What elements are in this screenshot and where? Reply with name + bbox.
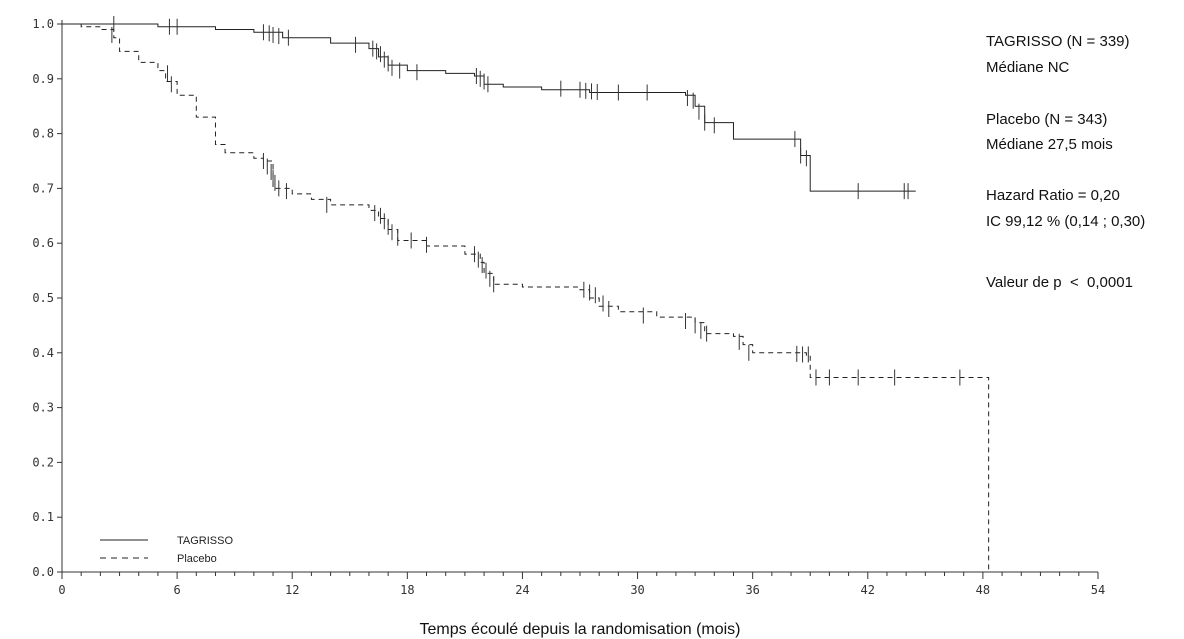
x-tick-label: 12	[285, 583, 299, 597]
legend-label-placebo: Placebo	[177, 553, 217, 565]
x-tick-label: 18	[400, 583, 414, 597]
annotation-tagrisso-n: TAGRISSO (N = 339)	[986, 33, 1130, 50]
x-tick-label: 36	[745, 583, 759, 597]
x-ticks: 0 6 12 18 24 30 36 42 48 54	[58, 572, 1105, 597]
x-tick-label: 6	[173, 583, 180, 597]
y-tick-label: 0.6	[32, 236, 54, 250]
annotation-confidence-interval: IC 99,12 % (0,14 ; 0,30)	[986, 213, 1145, 230]
censor-marks	[111, 16, 961, 386]
x-tick-label: 30	[630, 583, 644, 597]
x-tick-label: 42	[861, 583, 875, 597]
y-tick-label: 0.4	[32, 346, 54, 360]
annotation-tagrisso-median: Médiane NC	[986, 59, 1070, 76]
y-tick-label: 0.2	[32, 455, 54, 469]
series-line-tagrisso	[62, 23, 916, 192]
y-tick-label: 0.7	[32, 181, 54, 195]
legend: TAGRISSO Placebo	[100, 535, 233, 565]
y-tick-label: 0.1	[32, 510, 54, 524]
series-layer	[62, 23, 990, 572]
x-tick-label: 0	[58, 583, 65, 597]
annotation-block: TAGRISSO (N = 339) Médiane NC Placebo (N…	[986, 33, 1145, 291]
y-tick-label: 0.5	[32, 291, 54, 305]
axes	[61, 20, 1098, 573]
series-line-placebo	[62, 23, 990, 572]
x-tick-label: 48	[976, 583, 990, 597]
annotation-hazard-ratio: Hazard Ratio = 0,20	[986, 187, 1120, 204]
y-ticks: 0.0 0.1 0.2 0.3 0.4 0.5 0.6 0.7 0.8 0.9 1.0	[32, 17, 62, 579]
y-tick-label: 0.0	[32, 565, 54, 579]
y-tick-label: 0.8	[32, 127, 54, 141]
y-tick-label: 0.3	[32, 401, 54, 415]
x-tick-label: 54	[1091, 583, 1105, 597]
annotation-placebo-median: Médiane 27,5 mois	[986, 136, 1113, 153]
y-tick-label: 1.0	[32, 17, 54, 31]
y-tick-label: 0.9	[32, 72, 54, 86]
annotation-placebo-n: Placebo (N = 343)	[986, 111, 1107, 128]
x-axis-label: Temps écoulé depuis la randomisation (mo…	[419, 621, 740, 638]
legend-label-tagrisso: TAGRISSO	[177, 535, 233, 547]
x-tick-label: 24	[515, 583, 529, 597]
annotation-p-value: Valeur de p < 0,0001	[986, 274, 1133, 291]
